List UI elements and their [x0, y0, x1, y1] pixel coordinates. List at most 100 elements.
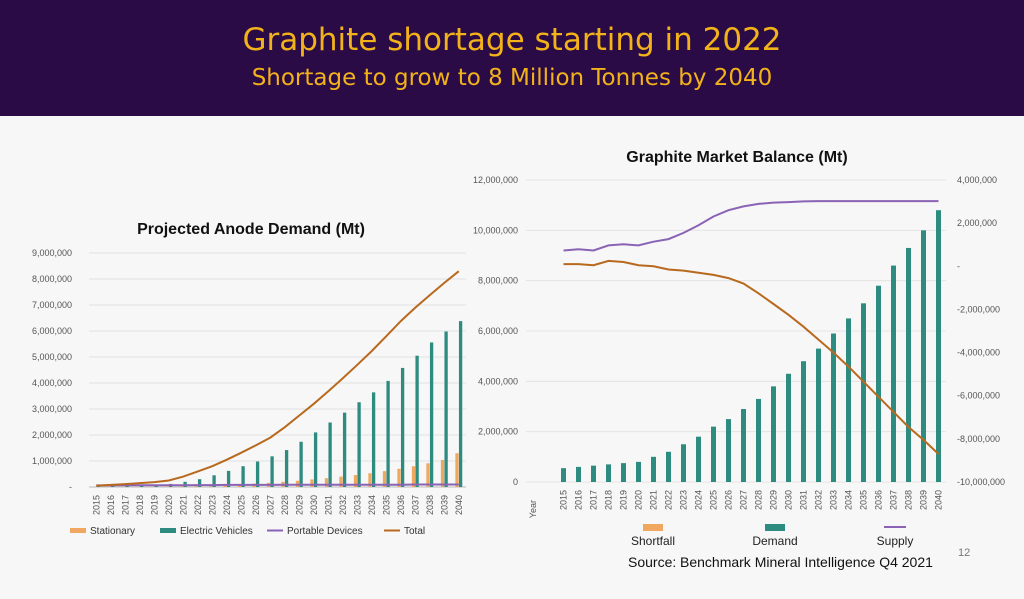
balance-y-tick-right: -4,000,000 [957, 348, 1000, 358]
legend-shortfall: Shortfall [631, 534, 675, 548]
balance-x-tick: 2026 [724, 490, 734, 510]
anode-bar-ev [458, 321, 463, 487]
anode-bar-stationary [165, 486, 169, 487]
balance-y-tick-right: -10,000,000 [957, 477, 1005, 487]
anode-x-tick: 2021 [178, 495, 188, 515]
legend-stationary: Stationary [90, 526, 135, 537]
anode-x-tick: 2039 [439, 495, 449, 515]
anode-line-portable [96, 483, 459, 487]
anode-x-tick: 2017 [120, 495, 130, 515]
anode-bar-stationary [194, 485, 198, 487]
balance-y-tick-left: 8,000,000 [478, 276, 518, 286]
anode-bar-ev [371, 392, 376, 487]
anode-line-total [96, 270, 460, 487]
balance-y-tick-right: -2,000,000 [957, 304, 1000, 314]
anode-x-tick: 2031 [323, 495, 333, 515]
anode-x-tick: 2026 [251, 495, 261, 515]
balance-bar-demand [651, 456, 656, 482]
balance-x-tick: 2028 [754, 490, 764, 510]
anode-x-tick: 2027 [265, 495, 275, 515]
page-title: Graphite shortage starting in 2022 [242, 22, 782, 58]
balance-bar-demand [726, 419, 731, 482]
balance-bar-demand [876, 285, 881, 482]
page-subtitle: Shortage to grow to 8 Million Tonnes by … [251, 65, 773, 91]
balance-y-tick-left: 4,000,000 [478, 376, 518, 386]
anode-bar-stationary [324, 478, 329, 487]
balance-x-tick: 2030 [784, 490, 794, 510]
anode-x-tick: 2022 [193, 495, 203, 515]
balance-x-tick: 2016 [574, 490, 584, 510]
anode-bar-ev [386, 380, 390, 487]
anode-x-tick: 2028 [280, 495, 290, 515]
balance-bar-demand [771, 386, 776, 482]
anode-bar-stationary [382, 471, 387, 487]
anode-bar-ev [299, 441, 303, 487]
balance-x-tick: 2024 [694, 490, 704, 510]
anode-x-tick: 2025 [236, 495, 246, 515]
legend-swatch-stationary [70, 528, 86, 533]
anode-bar-ev [429, 342, 434, 487]
balance-x-tick: 2037 [889, 490, 899, 510]
title-banner: Graphite shortage starting in 2022 Short… [0, 0, 1024, 116]
anode-bar-stationary [353, 475, 358, 487]
source-label: Source: [628, 554, 676, 570]
anode-bar-ev [444, 331, 448, 487]
balance-x-tick: 2027 [739, 490, 749, 510]
anode-y-tick: 2,000,000 [32, 430, 72, 440]
anode-bar-ev [96, 486, 100, 487]
anode-bar-stationary [179, 486, 184, 487]
balance-y-tick-left: 2,000,000 [478, 427, 518, 437]
balance-bar-demand [816, 348, 821, 482]
anode-bar-stationary [223, 484, 227, 487]
balance-bar-demand [906, 247, 911, 482]
anode-x-tick: 2015 [91, 495, 101, 515]
legend-total: Total [404, 526, 425, 537]
anode-bar-stationary [455, 453, 459, 487]
balance-y-tick-right: 4,000,000 [957, 175, 997, 185]
balance-bar-demand [711, 426, 716, 482]
legend-swatch-ev [160, 528, 176, 533]
anode-bar-ev [415, 355, 419, 487]
balance-bar-demand [846, 318, 851, 482]
anode-y-tick: 6,000,000 [32, 326, 72, 336]
balance-chart-title: Graphite Market Balance (Mt) [626, 149, 847, 166]
anode-bar-ev [328, 422, 332, 487]
balance-bar-demand [786, 373, 791, 482]
balance-bar-demand [756, 398, 761, 482]
balance-bar-demand [696, 436, 701, 482]
balance-y-tick-right: -6,000,000 [957, 391, 1000, 401]
balance-legend: Shortfall Demand Supply [631, 524, 913, 548]
anode-bar-stationary [208, 485, 213, 487]
anode-bar-stationary [339, 476, 343, 487]
balance-bar-demand [861, 303, 866, 482]
balance-x-tick: 2029 [769, 490, 779, 510]
balance-x-tick: 2017 [589, 490, 599, 510]
balance-x-tick: 2040 [934, 490, 944, 510]
balance-bar-demand [891, 265, 896, 482]
anode-x-tick: 2016 [106, 495, 116, 515]
balance-bar-demand [741, 409, 746, 482]
balance-bar-demand [576, 466, 581, 482]
balance-x-tick: 2022 [664, 490, 674, 510]
balance-line-shortfall [563, 259, 940, 455]
legend-swatch-shortfall [643, 524, 663, 531]
anode-bar-ev [270, 456, 274, 487]
balance-x-tick: 2033 [829, 490, 839, 510]
balance-bar-demand [561, 468, 566, 482]
anode-x-tick: 2036 [396, 495, 406, 515]
anode-bar-ev [313, 432, 318, 487]
anode-bar-ev [255, 461, 260, 487]
anode-bar-stationary [368, 473, 372, 487]
anode-bar-stationary [440, 459, 445, 487]
source-text: Benchmark Mineral Intelligence Q4 2021 [680, 554, 933, 570]
anode-y-tick: 9,000,000 [32, 248, 72, 258]
balance-y-tick-left: 12,000,000 [473, 175, 518, 185]
anode-x-tick: 2037 [410, 495, 420, 515]
balance-x-tick: 2034 [844, 490, 854, 510]
balance-x-tick: 2035 [859, 490, 869, 510]
legend-swatch-demand [765, 524, 785, 531]
balance-bar-demand [591, 465, 596, 482]
balance-bar-demand [681, 444, 686, 482]
balance-bar-demand [636, 461, 641, 482]
